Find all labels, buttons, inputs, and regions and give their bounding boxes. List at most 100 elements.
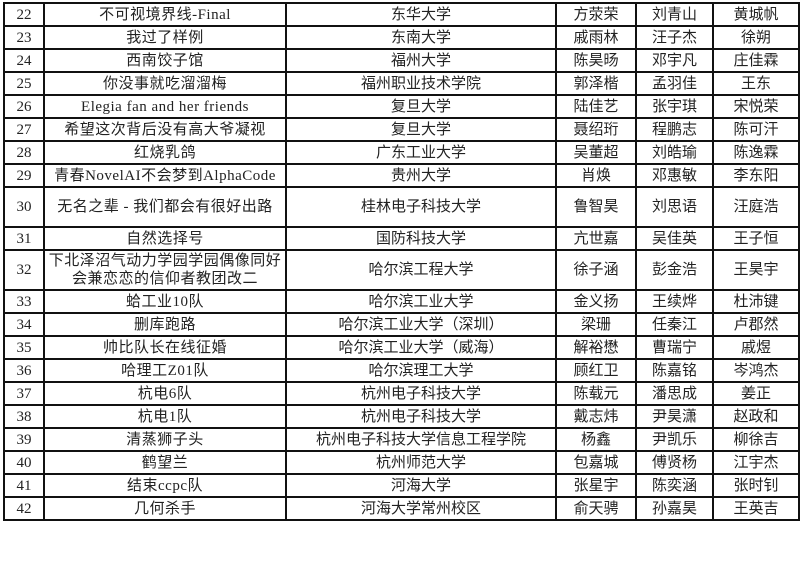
table-row: 34 删库跑路 哈尔滨工业大学（深圳） 梁珊 任秦江 卢郡然	[3, 312, 800, 337]
team-name-cell: 鹤望兰	[43, 450, 287, 475]
rank-cell: 31	[3, 226, 45, 251]
member-2-cell: 孙嘉昊	[635, 496, 714, 521]
rank-cell: 24	[3, 48, 45, 73]
member-3-cell: 卢郡然	[712, 312, 800, 337]
table-row: 35 帅比队长在线征婚 哈尔滨工业大学（威海） 解裕懋 曹瑞宁 戚煜	[3, 335, 800, 360]
member-1-cell: 陈载元	[555, 381, 637, 406]
table-row: 26 Elegia fan and her friends 复旦大学 陆佳艺 张宇琪 宋悦…	[3, 94, 800, 119]
school-cell: 国防科技大学	[285, 226, 557, 251]
member-3-cell: 陈可汗	[712, 117, 800, 142]
member-1-cell: 戚雨林	[555, 25, 637, 50]
member-3-cell: 张时钊	[712, 473, 800, 498]
team-name-cell: 杭电6队	[43, 381, 287, 406]
member-3-cell: 王英吉	[712, 496, 800, 521]
member-1-cell: 俞天骋	[555, 496, 637, 521]
school-cell: 福州大学	[285, 48, 557, 73]
member-2-cell: 汪子杰	[635, 25, 714, 50]
table-row: 33 蛤工业10队 哈尔滨工业大学 金义扬 王续烨 杜沛键	[3, 289, 800, 314]
member-1-cell: 梁珊	[555, 312, 637, 337]
member-2-cell: 陈奕涵	[635, 473, 714, 498]
member-3-cell: 王子恒	[712, 226, 800, 251]
member-1-cell: 聂绍珩	[555, 117, 637, 142]
table-row: 41 结束ccpc队 河海大学 张星宇 陈奕涵 张时钊	[3, 473, 800, 498]
member-2-cell: 王续烨	[635, 289, 714, 314]
school-cell: 杭州电子科技大学	[285, 404, 557, 429]
member-1-cell: 亢世嘉	[555, 226, 637, 251]
rank-cell: 23	[3, 25, 45, 50]
member-1-cell: 戴志炜	[555, 404, 637, 429]
rank-cell: 29	[3, 163, 45, 188]
rank-cell: 33	[3, 289, 45, 314]
team-name-cell: 我过了样例	[43, 25, 287, 50]
member-2-cell: 曹瑞宁	[635, 335, 714, 360]
table-row: 30 无名之辈 - 我们都会有很好出路 桂林电子科技大学 鲁智昊 刘思语 汪庭浩	[3, 186, 800, 228]
member-1-cell: 解裕懋	[555, 335, 637, 360]
rank-cell: 36	[3, 358, 45, 383]
member-2-cell: 刘思语	[635, 186, 714, 228]
member-3-cell: 徐朔	[712, 25, 800, 50]
member-3-cell: 岑鸿杰	[712, 358, 800, 383]
rank-cell: 30	[3, 186, 45, 228]
table-row: 32 下北泽沼气动力学园学园偶像同好会兼恋恋的信仰者教团改二 哈尔滨工程大学 徐子涵彭…	[3, 249, 800, 291]
school-cell: 河海大学	[285, 473, 557, 498]
team-name-cell: 结束ccpc队	[43, 473, 287, 498]
member-3-cell: 杜沛键	[712, 289, 800, 314]
school-cell: 杭州师范大学	[285, 450, 557, 475]
table-row: 38 杭电1队 杭州电子科技大学 戴志炜 尹昊潇 赵政和	[3, 404, 800, 429]
member-3-cell: 王东	[712, 71, 800, 96]
table-row: 24 西南饺子馆 福州大学 陈昊旸 邓宇凡 庄佳霖	[3, 48, 800, 73]
table-row: 25 你没事就吃溜溜梅 福州职业技术学院 郭泽楷 孟羽佳 王东	[3, 71, 800, 96]
member-1-cell: 金义扬	[555, 289, 637, 314]
member-1-cell: 顾红卫	[555, 358, 637, 383]
team-name-cell: 下北泽沼气动力学园学园偶像同好会兼恋恋的信仰者教团改二	[43, 249, 287, 291]
member-3-cell: 陈逸霖	[712, 140, 800, 165]
team-name-cell: 几何杀手	[43, 496, 287, 521]
member-3-cell: 李东阳	[712, 163, 800, 188]
member-2-cell: 傅贤杨	[635, 450, 714, 475]
school-cell: 东华大学	[285, 2, 557, 27]
member-2-cell: 尹昊潇	[635, 404, 714, 429]
member-3-cell: 庄佳霖	[712, 48, 800, 73]
rank-cell: 25	[3, 71, 45, 96]
member-2-cell: 张宇琪	[635, 94, 714, 119]
member-3-cell: 赵政和	[712, 404, 800, 429]
table-row: 27 希望这次背后没有高大爷凝视 复旦大学 聂绍珩 程鹏志 陈可汗	[3, 117, 800, 142]
member-3-cell: 柳徐吉	[712, 427, 800, 452]
member-2-cell: 任秦江	[635, 312, 714, 337]
table-row: 42 几何杀手 河海大学常州校区 俞天骋 孙嘉昊 王英吉	[3, 496, 800, 521]
table-row: 36 哈理工Z01队 哈尔滨理工大学 顾红卫 陈嘉铭 岑鸿杰	[3, 358, 800, 383]
school-cell: 杭州电子科技大学信息工程学院	[285, 427, 557, 452]
member-3-cell: 王昊宇	[712, 249, 800, 291]
member-2-cell: 孟羽佳	[635, 71, 714, 96]
school-cell: 哈尔滨工业大学（威海）	[285, 335, 557, 360]
table-row: 23 我过了样例 东南大学 戚雨林 汪子杰 徐朔	[3, 25, 800, 50]
member-1-cell: 陆佳艺	[555, 94, 637, 119]
table-row: 40 鹤望兰 杭州师范大学 包嘉城 傅贤杨 江宇杰	[3, 450, 800, 475]
rank-cell: 40	[3, 450, 45, 475]
rank-cell: 32	[3, 249, 45, 291]
school-cell: 哈尔滨工业大学	[285, 289, 557, 314]
member-3-cell: 汪庭浩	[712, 186, 800, 228]
table-row: 22 不可视境界线-Final 东华大学 方荥荣 刘青山 黄城帆	[3, 2, 800, 27]
team-name-cell: 无名之辈 - 我们都会有很好出路	[43, 186, 287, 228]
rank-cell: 38	[3, 404, 45, 429]
team-name-cell: 清蒸狮子头	[43, 427, 287, 452]
member-2-cell: 吴佳英	[635, 226, 714, 251]
school-cell: 河海大学常州校区	[285, 496, 557, 521]
team-name-cell: 西南饺子馆	[43, 48, 287, 73]
rank-cell: 26	[3, 94, 45, 119]
member-2-cell: 邓宇凡	[635, 48, 714, 73]
member-1-cell: 张星宇	[555, 473, 637, 498]
school-cell: 杭州电子科技大学	[285, 381, 557, 406]
school-cell: 复旦大学	[285, 94, 557, 119]
rank-cell: 42	[3, 496, 45, 521]
school-cell: 哈尔滨理工大学	[285, 358, 557, 383]
table-row: 31 自然选择号 国防科技大学 亢世嘉 吴佳英 王子恒	[3, 226, 800, 251]
team-name-cell: 蛤工业10队	[43, 289, 287, 314]
school-cell: 哈尔滨工程大学	[285, 249, 557, 291]
team-name-cell: 红烧乳鸽	[43, 140, 287, 165]
team-name-cell: 删库跑路	[43, 312, 287, 337]
rank-cell: 37	[3, 381, 45, 406]
member-3-cell: 姜正	[712, 381, 800, 406]
member-2-cell: 彭金浩	[635, 249, 714, 291]
